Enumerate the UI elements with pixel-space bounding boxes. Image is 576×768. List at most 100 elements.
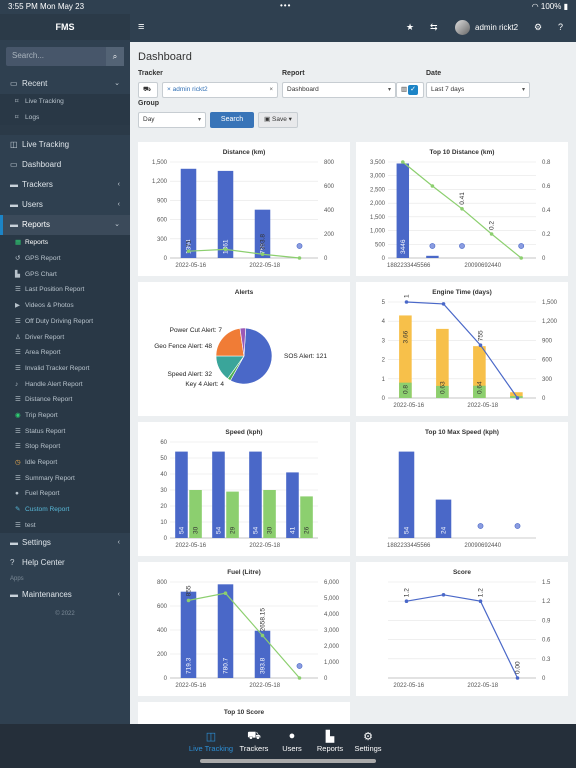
username[interactable]: admin rickt2 (475, 23, 519, 32)
pie-label: Key 4 Alert: 4 (185, 381, 224, 388)
sidebar-subitem[interactable]: ⌑ Logs (0, 110, 130, 126)
y-tick-label: 40 (160, 472, 167, 478)
help-icon[interactable]: ? (558, 22, 564, 32)
tab-live-tracking[interactable]: ◫ Live Tracking (186, 730, 236, 753)
tab-settings[interactable]: ⚙ Settings (343, 730, 393, 753)
y-right-tick-label: 0.8 (542, 160, 551, 166)
y-tick-label: 30 (160, 488, 167, 494)
bell-icon: ♪ (15, 380, 19, 388)
sidebar-subitem[interactable]: ☰ Off Duty Driving Report (0, 314, 130, 330)
sidebar-subitem[interactable]: ♪ Handle Alert Report (0, 377, 130, 393)
recent-list: ⌑ Live Tracking ⌑ Logs (0, 94, 130, 126)
tracker-select[interactable]: × admin rickt2 × (162, 82, 278, 98)
sidebar-subitem[interactable]: ◷ Idle Report (0, 455, 130, 471)
sidebar-subitem[interactable]: ♙ Driver Report (0, 330, 130, 346)
chart-fuel: Fuel (Litre) 0 200 400 600 800 0 1,000 2,000 3,00… (138, 562, 350, 696)
chart-bar (396, 163, 410, 258)
sidebar-search: ⌕ (6, 47, 124, 66)
line-data-label: 1.2 (404, 588, 411, 597)
line-point (404, 599, 409, 603)
sidebar-item[interactable]: ◫ Live Tracking (0, 135, 130, 155)
bar-data-label: 755 (260, 243, 267, 254)
chart-bar (435, 499, 452, 538)
bar-data-label: 54 (215, 526, 222, 534)
save-button[interactable]: ▣ Save ▾ (258, 112, 298, 128)
status-bar: 3:55 PM Mon May 23 ••• ◠ 100% ▮ (0, 0, 576, 14)
chart-bar-secondary (226, 491, 239, 538)
sidebar-subitem[interactable]: ☰ Distance Report (0, 392, 130, 408)
sidebar-search-input[interactable] (6, 47, 101, 64)
star-icon[interactable]: ★ (406, 22, 415, 32)
chart-bar-secondary (263, 490, 276, 538)
sidebar-subitem[interactable]: ▙ GPS Chart (0, 267, 130, 283)
sidebar-subitem-label: GPS Report (25, 255, 61, 263)
y-tick-label: 0 (382, 256, 386, 262)
y-right-tick-label: 4,000 (324, 612, 340, 618)
chart-checkbox[interactable]: ✓ (408, 85, 418, 95)
sidebar-item-recent[interactable]: ▭ Recent ⌄ (0, 74, 130, 94)
x-tick-label: 2022-05-16 (175, 543, 206, 549)
sidebar-subitem[interactable]: ☰ Area Report (0, 345, 130, 361)
sidebar-item-maintenances[interactable]: ▬ Maintenances ‹ (0, 585, 130, 605)
chevron-down-icon: ⌄ (114, 221, 120, 229)
sidebar-subitem[interactable]: ☰ Stop Report (0, 439, 130, 455)
y-right-tick-label: 0.6 (542, 638, 551, 644)
chart-title: Speed (kph) (225, 429, 262, 436)
tab-trackers[interactable]: ⛟ Trackers (229, 730, 279, 753)
sidebar-item-reports[interactable]: ▬ Reports ⌄ (0, 215, 130, 236)
y-tick-label: 800 (157, 580, 168, 586)
translate-icon[interactable]: ⇆ (430, 22, 438, 32)
clear-icon: × (269, 87, 273, 93)
y-right-tick-label: 0 (324, 676, 328, 682)
y-right-tick-label: 0.4 (542, 208, 551, 214)
folder-icon: ▬ (10, 538, 18, 548)
y-tick-label: 50 (160, 456, 167, 462)
y-right-tick-label: 0.6 (542, 184, 551, 190)
line-point (441, 302, 446, 306)
sidebar-subitem[interactable]: ☰ Summary Report (0, 471, 130, 487)
sidebar-subitem[interactable]: ☰ test (0, 518, 130, 534)
truck-icon: ⛟ (247, 730, 261, 742)
brand-logo[interactable]: FMS (0, 14, 130, 40)
date-select[interactable]: Last 7 days ▾ (426, 82, 530, 98)
sidebar-item[interactable]: ▬ Trackers ‹ (0, 175, 130, 195)
sidebar-subitem[interactable]: ↺ GPS Report (0, 251, 130, 267)
sidebar-subitem[interactable]: ☰ Invalid Tracker Report (0, 361, 130, 377)
sidebar-subitem[interactable]: ✎ Custom Report (0, 502, 130, 518)
chevron-down-icon: ▾ (197, 117, 201, 123)
sidebar-subitem[interactable]: ▶ Videos & Photos (0, 298, 130, 314)
sidebar-subitem[interactable]: ◉ Trip Report (0, 408, 130, 424)
table-icon: ▦ (15, 239, 22, 247)
search-icon[interactable]: ⌕ (106, 47, 124, 66)
sidebar-subitem[interactable]: ⌑ Live Tracking (0, 94, 130, 110)
sidebar-item-help-center[interactable]: ? Help Center (0, 553, 130, 573)
bar-data-label: 30 (267, 526, 274, 534)
search-button[interactable]: Search (210, 112, 254, 128)
cogs-icon[interactable]: ⚙ (534, 22, 543, 32)
copyright: © 2022 (55, 611, 75, 618)
avatar[interactable] (455, 20, 470, 35)
report-label: Report (282, 70, 305, 77)
group-select[interactable]: Day ▾ (138, 112, 206, 128)
sidebar-item[interactable]: ▭ Dashboard (0, 155, 130, 175)
multitask-dots-icon[interactable]: ••• (280, 1, 292, 10)
line-data-label: 1.2 (478, 588, 485, 597)
sidebar-subitem[interactable]: ▦ Reports (0, 235, 130, 251)
y-tick-label: 200 (157, 652, 168, 658)
tab-users[interactable]: ● Users (267, 730, 317, 753)
sidebar-item-settings[interactable]: ▬ Settings ‹ (0, 533, 130, 553)
y-right-tick-label: 5,000 (324, 596, 340, 602)
sidebar-subitem[interactable]: ● Fuel Report (0, 486, 130, 502)
bar-data-label: 0.64 (476, 381, 483, 394)
chart-title: Top 10 Distance (km) (430, 149, 495, 156)
chart-bar (180, 168, 197, 258)
sidebar-subitem-label: Last Position Report (25, 286, 85, 294)
sidebar-item[interactable]: ▬ Users ‹ (0, 195, 130, 215)
sidebar-subitem[interactable]: ☰ Last Position Report (0, 282, 130, 298)
sidebar-subitem[interactable]: ☰ Status Report (0, 424, 130, 440)
hamburger-menu-icon[interactable]: ≡ (138, 21, 145, 33)
line-point (489, 232, 494, 236)
report-select[interactable]: Dashboard ▾ (282, 82, 396, 98)
tab-reports[interactable]: ▙ Reports (305, 730, 355, 753)
truck-icon[interactable]: ⛟ (138, 82, 158, 98)
